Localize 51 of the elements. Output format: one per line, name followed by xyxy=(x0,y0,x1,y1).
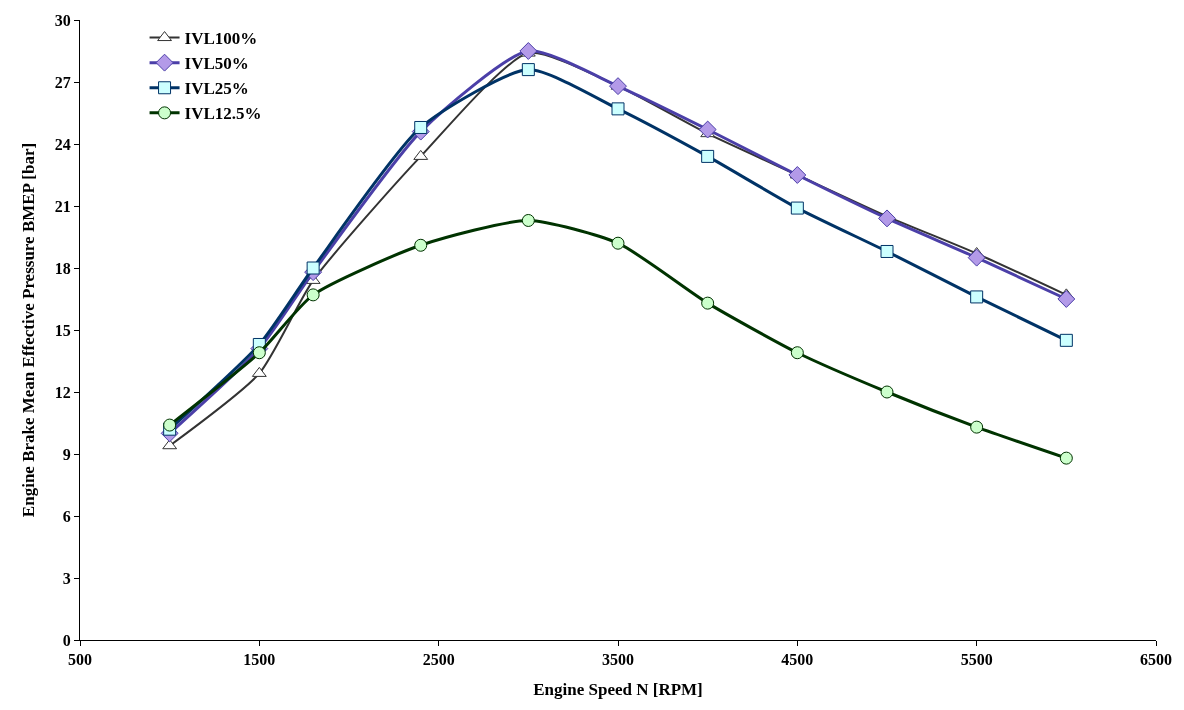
point xyxy=(1059,451,1073,465)
point xyxy=(698,120,717,139)
x-tick-label: 2500 xyxy=(422,651,455,669)
point xyxy=(306,288,320,302)
y-tick-label: 12 xyxy=(54,383,71,401)
point xyxy=(790,346,804,360)
point xyxy=(1057,290,1076,308)
point xyxy=(611,236,625,250)
x-tick-label: 1500 xyxy=(243,651,276,669)
point xyxy=(609,77,627,96)
point xyxy=(970,420,984,434)
legend-label: IVL100% xyxy=(184,29,258,49)
point xyxy=(880,244,894,258)
point xyxy=(967,248,986,267)
y-tick-label: 30 xyxy=(54,11,71,29)
y-tick-label: 6 xyxy=(62,507,71,525)
legend-label: IVL12.5% xyxy=(184,104,262,124)
y-tick-label: 27 xyxy=(54,73,71,91)
y-tick-label: 9 xyxy=(62,445,71,463)
point xyxy=(611,102,625,116)
y-tick-label: 3 xyxy=(62,569,71,587)
x-tick-label: 6500 xyxy=(1140,651,1172,669)
x-tick-label: 4500 xyxy=(781,651,814,669)
point xyxy=(519,42,538,60)
y-tick-label: 18 xyxy=(54,259,71,277)
y-tick-label: 24 xyxy=(54,135,71,153)
legend-label: IVL25% xyxy=(184,79,249,99)
x-tick-label: 5500 xyxy=(960,651,993,669)
point xyxy=(880,385,894,399)
point xyxy=(521,213,535,227)
y-tick-label: 15 xyxy=(54,321,71,339)
point xyxy=(878,209,896,228)
x-axis-title: Engine Speed N [RPM] xyxy=(533,679,703,699)
legend-label: IVL50% xyxy=(184,54,249,74)
x-tick-label: 3500 xyxy=(602,651,634,669)
point xyxy=(252,346,266,360)
y-tick-label: 21 xyxy=(54,197,71,215)
point xyxy=(306,261,320,275)
point xyxy=(1059,333,1073,347)
point xyxy=(414,238,428,252)
x-tick-label: 500 xyxy=(68,651,92,669)
y-axis-title: Engine Brake Mean Effective Pressure BMEP [bar] xyxy=(19,142,39,518)
point xyxy=(163,418,177,432)
point xyxy=(414,120,428,134)
point xyxy=(521,63,535,77)
y-tick-label: 0 xyxy=(62,631,71,649)
point xyxy=(701,149,715,163)
point xyxy=(790,201,804,215)
point xyxy=(701,296,715,310)
point xyxy=(970,290,984,304)
point xyxy=(788,166,807,184)
